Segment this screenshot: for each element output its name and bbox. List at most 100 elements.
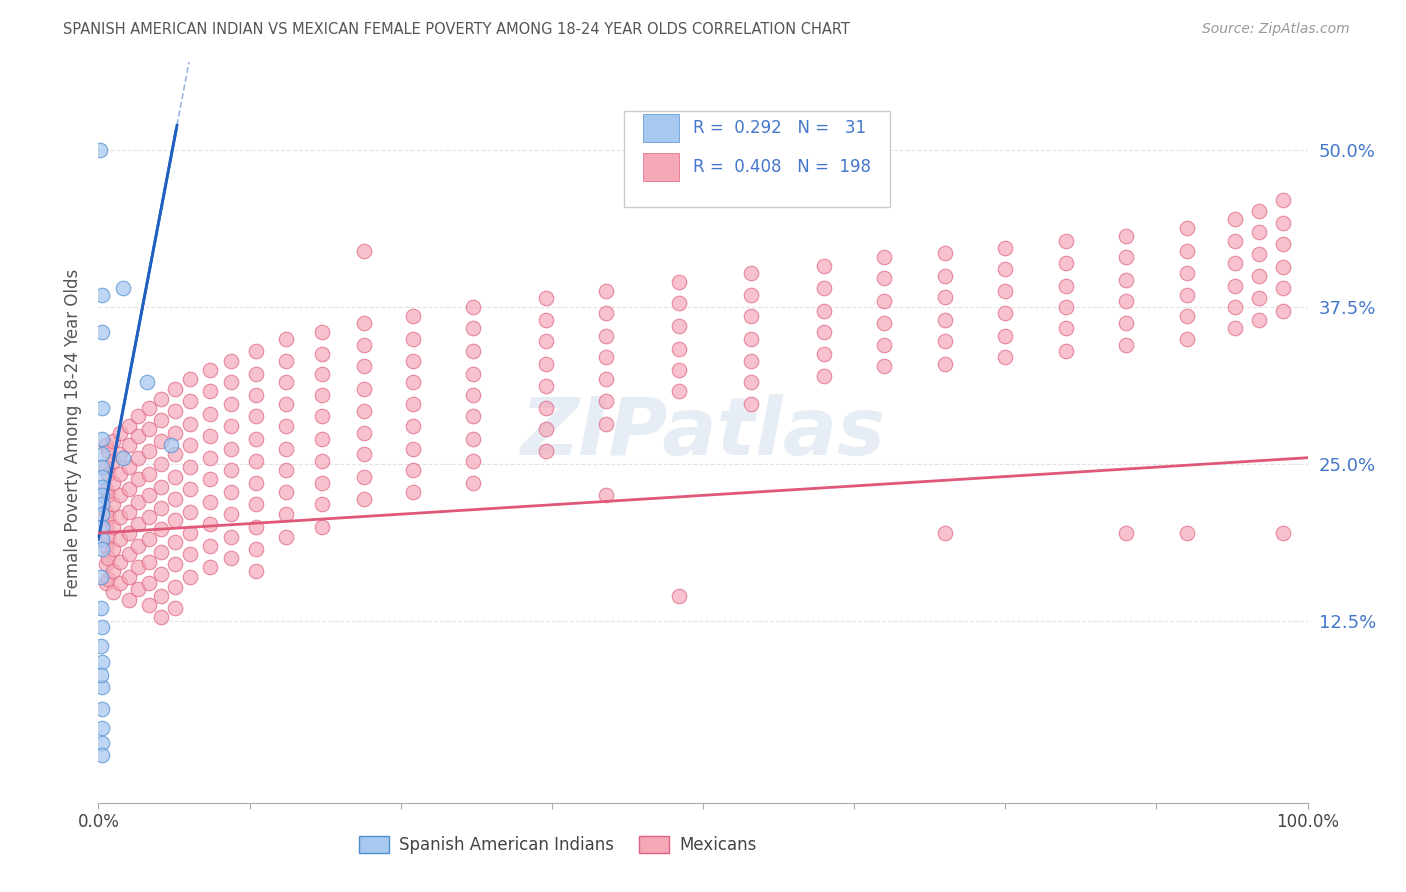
- Point: [127, 517, 149, 532]
- Point: [91, 401, 114, 415]
- Point: [1115, 293, 1137, 308]
- Point: [127, 560, 149, 574]
- Point: [97, 467, 120, 481]
- Point: [163, 492, 186, 507]
- Point: [91, 520, 114, 534]
- Point: [138, 401, 160, 415]
- Point: [108, 555, 131, 569]
- Point: [1272, 526, 1295, 541]
- Point: [94, 505, 117, 519]
- Point: [1272, 216, 1295, 230]
- Point: [595, 284, 617, 298]
- Point: [150, 392, 173, 406]
- Point: [813, 346, 835, 360]
- Point: [311, 325, 333, 339]
- Point: [463, 300, 485, 314]
- Point: [108, 509, 131, 524]
- Point: [198, 517, 221, 532]
- Point: [402, 331, 425, 345]
- Point: [91, 287, 114, 301]
- Point: [245, 388, 267, 402]
- Point: [353, 382, 375, 396]
- Point: [668, 589, 690, 603]
- Point: [1223, 321, 1246, 335]
- Point: [150, 434, 173, 449]
- Point: [311, 475, 333, 490]
- Point: [353, 425, 375, 440]
- Point: [163, 404, 186, 418]
- Point: [163, 558, 186, 572]
- Point: [221, 354, 243, 368]
- Point: [1054, 300, 1077, 314]
- Point: [934, 334, 956, 348]
- Point: [595, 329, 617, 343]
- Point: [138, 422, 160, 436]
- Point: [813, 304, 835, 318]
- Point: [463, 475, 485, 490]
- Point: [163, 425, 186, 440]
- Point: [179, 482, 201, 496]
- Point: [221, 530, 243, 544]
- Point: [221, 397, 243, 411]
- Point: [1249, 225, 1271, 239]
- Point: [1175, 266, 1198, 280]
- Point: [198, 450, 221, 465]
- Point: [873, 271, 896, 285]
- Point: [1223, 234, 1246, 248]
- Point: [1175, 331, 1198, 345]
- Point: [127, 539, 149, 553]
- Point: [994, 241, 1017, 255]
- Point: [1115, 317, 1137, 331]
- Point: [245, 497, 267, 511]
- Point: [1054, 234, 1077, 248]
- Point: [94, 576, 117, 591]
- Point: [101, 434, 124, 449]
- Point: [402, 376, 425, 390]
- Point: [221, 442, 243, 456]
- Point: [1115, 526, 1137, 541]
- Point: [813, 281, 835, 295]
- Point: [179, 526, 201, 541]
- Text: R =  0.292   N =   31: R = 0.292 N = 31: [693, 119, 866, 136]
- Point: [245, 367, 267, 381]
- Point: [127, 582, 149, 597]
- Point: [311, 454, 333, 468]
- Point: [245, 454, 267, 468]
- Point: [1272, 194, 1295, 208]
- Point: [668, 318, 690, 333]
- Point: [91, 459, 114, 474]
- Point: [463, 454, 485, 468]
- Point: [150, 479, 173, 493]
- Point: [91, 447, 114, 461]
- Point: [108, 447, 131, 461]
- Point: [91, 533, 114, 547]
- Point: [274, 354, 297, 368]
- Point: [934, 312, 956, 326]
- Point: [97, 530, 120, 544]
- Point: [108, 488, 131, 502]
- Point: [138, 555, 160, 569]
- Point: [118, 438, 141, 452]
- Point: [150, 545, 173, 559]
- Text: Source: ZipAtlas.com: Source: ZipAtlas.com: [1202, 22, 1350, 37]
- Point: [245, 520, 267, 534]
- Point: [91, 507, 114, 521]
- Point: [198, 539, 221, 553]
- Point: [245, 432, 267, 446]
- Point: [198, 494, 221, 508]
- Point: [402, 442, 425, 456]
- Point: [179, 459, 201, 474]
- Point: [463, 409, 485, 424]
- Point: [1115, 272, 1137, 286]
- Point: [97, 488, 120, 502]
- Point: [89, 143, 111, 157]
- Point: [138, 598, 160, 612]
- Point: [97, 509, 120, 524]
- Point: [198, 472, 221, 486]
- Point: [97, 573, 120, 587]
- Point: [179, 438, 201, 452]
- Point: [873, 338, 896, 352]
- Point: [402, 309, 425, 323]
- Point: [274, 463, 297, 477]
- Point: [91, 655, 114, 669]
